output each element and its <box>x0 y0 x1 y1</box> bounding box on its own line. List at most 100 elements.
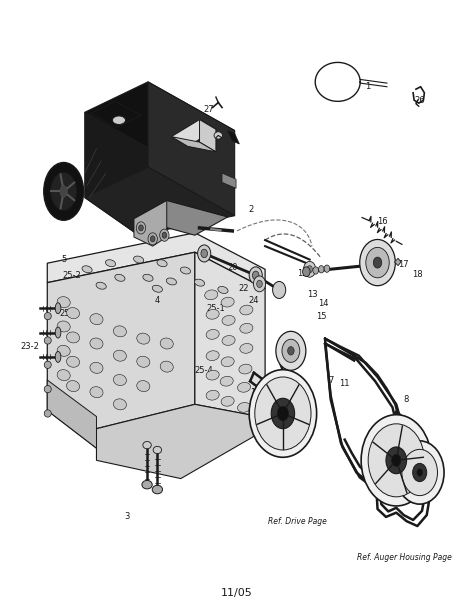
Ellipse shape <box>66 381 80 392</box>
Text: 11: 11 <box>339 379 350 387</box>
Polygon shape <box>85 82 235 161</box>
Ellipse shape <box>66 356 80 367</box>
Polygon shape <box>195 252 265 418</box>
Text: 25-3: 25-3 <box>59 309 78 317</box>
Ellipse shape <box>143 441 151 449</box>
Circle shape <box>255 377 311 450</box>
Ellipse shape <box>206 391 219 400</box>
Circle shape <box>249 370 317 457</box>
Text: 8: 8 <box>403 395 408 404</box>
Ellipse shape <box>137 333 150 344</box>
Text: 10: 10 <box>250 387 261 397</box>
Text: 3: 3 <box>124 513 129 521</box>
Ellipse shape <box>55 303 61 314</box>
Polygon shape <box>47 252 195 448</box>
Circle shape <box>324 265 330 273</box>
Ellipse shape <box>206 330 219 340</box>
Ellipse shape <box>90 338 103 349</box>
Text: 11/05: 11/05 <box>221 588 253 598</box>
Polygon shape <box>394 258 401 266</box>
Ellipse shape <box>240 305 253 315</box>
Ellipse shape <box>166 278 176 285</box>
Circle shape <box>307 266 312 273</box>
Ellipse shape <box>142 480 152 489</box>
Ellipse shape <box>55 351 61 362</box>
Ellipse shape <box>237 383 251 392</box>
Circle shape <box>137 222 146 234</box>
Ellipse shape <box>214 132 222 139</box>
Ellipse shape <box>113 399 127 410</box>
Text: 12: 12 <box>297 269 308 278</box>
Circle shape <box>360 239 395 286</box>
Circle shape <box>392 454 401 467</box>
Text: 4: 4 <box>155 297 160 305</box>
Ellipse shape <box>137 381 150 392</box>
Circle shape <box>288 346 294 355</box>
Text: 9: 9 <box>410 427 415 436</box>
Ellipse shape <box>157 260 167 266</box>
Ellipse shape <box>44 337 51 344</box>
Ellipse shape <box>82 266 92 273</box>
Text: 18: 18 <box>412 270 423 279</box>
Text: 24: 24 <box>248 297 259 305</box>
Circle shape <box>386 447 407 474</box>
Text: 7: 7 <box>328 376 333 384</box>
Ellipse shape <box>134 256 144 263</box>
Text: 23-2: 23-2 <box>20 342 39 351</box>
Ellipse shape <box>57 321 70 332</box>
Text: 1: 1 <box>365 82 371 91</box>
Text: 17: 17 <box>398 260 409 269</box>
Ellipse shape <box>115 274 125 281</box>
Ellipse shape <box>44 386 51 393</box>
Ellipse shape <box>90 362 103 373</box>
Text: 13: 13 <box>307 290 317 300</box>
Polygon shape <box>134 201 167 246</box>
Text: 26: 26 <box>414 96 425 104</box>
Ellipse shape <box>206 370 219 380</box>
Ellipse shape <box>205 290 218 300</box>
Ellipse shape <box>152 485 163 494</box>
Circle shape <box>413 464 427 481</box>
Ellipse shape <box>55 327 61 338</box>
Ellipse shape <box>66 308 80 319</box>
Ellipse shape <box>44 163 83 220</box>
Polygon shape <box>85 167 235 235</box>
Ellipse shape <box>181 267 191 274</box>
Ellipse shape <box>221 397 234 406</box>
Polygon shape <box>148 82 235 216</box>
Ellipse shape <box>194 279 205 286</box>
Circle shape <box>319 266 324 273</box>
Circle shape <box>417 469 422 476</box>
Ellipse shape <box>240 343 253 353</box>
Polygon shape <box>228 131 239 144</box>
Circle shape <box>257 280 262 287</box>
Ellipse shape <box>51 173 77 210</box>
Ellipse shape <box>57 297 70 308</box>
Text: 14: 14 <box>319 300 329 308</box>
Circle shape <box>366 247 389 278</box>
Circle shape <box>271 398 295 429</box>
Circle shape <box>150 236 155 242</box>
Circle shape <box>198 245 211 262</box>
Circle shape <box>162 232 167 238</box>
Ellipse shape <box>59 185 68 198</box>
Polygon shape <box>172 120 216 146</box>
Circle shape <box>368 424 424 497</box>
Circle shape <box>253 271 259 279</box>
Text: 25-4: 25-4 <box>195 367 214 375</box>
Circle shape <box>402 449 438 495</box>
Ellipse shape <box>218 287 228 293</box>
Circle shape <box>148 233 157 245</box>
Ellipse shape <box>105 260 116 266</box>
Polygon shape <box>47 380 97 448</box>
Polygon shape <box>222 173 236 188</box>
Ellipse shape <box>237 403 251 412</box>
Ellipse shape <box>112 116 126 125</box>
Circle shape <box>361 414 431 506</box>
Ellipse shape <box>57 345 70 356</box>
Ellipse shape <box>222 336 235 345</box>
Ellipse shape <box>96 282 106 289</box>
Text: 25-2: 25-2 <box>63 271 82 280</box>
Ellipse shape <box>113 326 127 337</box>
Circle shape <box>277 406 289 421</box>
